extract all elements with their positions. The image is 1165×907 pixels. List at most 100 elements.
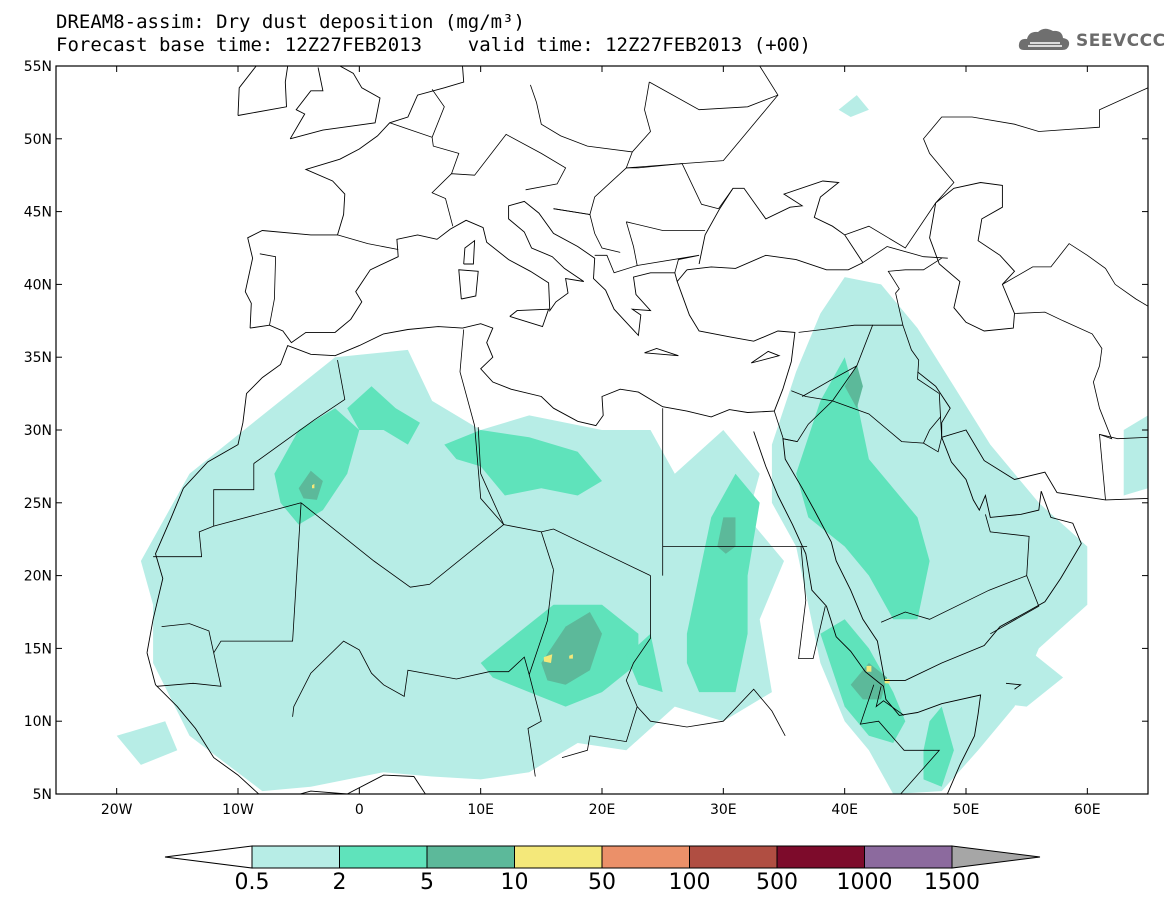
- border-19: [832, 324, 903, 402]
- dust-level-4-area-22: [312, 483, 315, 489]
- coastline-15: [917, 371, 951, 438]
- lat-tick-label: 45N: [24, 205, 52, 221]
- dust-level-3-area-15: [298, 470, 323, 500]
- coastline-22: [1005, 682, 1022, 690]
- lon-tick-label: 20W: [101, 802, 133, 818]
- colorbar-swatch: [864, 845, 953, 869]
- border-47: [1002, 243, 1148, 307]
- border-8: [292, 569, 554, 717]
- colorbar-swatch: [426, 845, 515, 869]
- colorbar-label: 10: [500, 870, 529, 895]
- dust-level-1-area-5: [116, 721, 178, 765]
- border-50: [1099, 434, 1148, 440]
- coastline-11: [290, 66, 381, 140]
- coastline-18: [463, 239, 476, 265]
- border-1: [213, 502, 302, 527]
- logo-text: SEEVCCC: [1076, 31, 1165, 51]
- coastline-17: [458, 269, 479, 300]
- dust-level-3-area-17: [717, 517, 736, 554]
- colorbar-label: 100: [668, 870, 711, 895]
- border-21: [802, 365, 857, 397]
- dust-contours: [116, 95, 1148, 794]
- border-40: [625, 151, 683, 169]
- coastline-8: [686, 254, 864, 271]
- colorbar-swatch: [776, 845, 865, 869]
- colorbar-label: 1500: [924, 870, 980, 895]
- border-35: [389, 122, 460, 174]
- lon-tick-label: 40E: [831, 802, 858, 818]
- border-37: [259, 253, 277, 326]
- dust-level-3-area-19: [850, 663, 888, 700]
- border-49: [902, 325, 941, 417]
- dust-level-2-area-14: [923, 706, 954, 787]
- coastline-13: [237, 66, 289, 116]
- border-25: [985, 514, 1030, 576]
- border-48: [1014, 311, 1113, 500]
- dust-level-2-area-10: [626, 633, 663, 693]
- lat-tick-label: 50N: [24, 132, 52, 148]
- border-23: [923, 415, 943, 444]
- colorbar-left-arrow: [164, 845, 253, 869]
- colorbar: [164, 845, 1041, 869]
- lon-tick-label: 0: [355, 802, 364, 818]
- colorbar-swatch: [251, 845, 340, 869]
- colorbar-label: 2: [332, 870, 347, 895]
- colorbar-swatch: [601, 845, 690, 869]
- border-46: [923, 87, 1148, 204]
- border-3: [459, 329, 505, 525]
- border-28: [887, 257, 942, 326]
- border-15: [636, 688, 786, 736]
- coastline-2: [753, 431, 982, 794]
- border-51: [782, 438, 798, 442]
- border-26: [875, 686, 905, 716]
- colorbar-label: 5: [420, 870, 434, 895]
- border-44: [862, 246, 948, 263]
- coastline-9: [698, 180, 864, 265]
- colorbar-swatch: [339, 845, 428, 869]
- dust-level-2-area-8: [444, 430, 602, 496]
- lon-tick-label: 60E: [1074, 802, 1101, 818]
- border-30: [625, 221, 638, 266]
- coastline-20: [644, 348, 679, 357]
- border-22: [832, 400, 943, 453]
- border-45: [844, 202, 937, 249]
- coastlines-borders: [146, 66, 1148, 794]
- border-24: [880, 575, 1040, 635]
- border-14: [213, 502, 302, 654]
- colorbar-swatch: [689, 845, 778, 869]
- dust-level-2-area-6: [274, 408, 360, 525]
- border-12: [161, 623, 215, 653]
- border-32: [553, 163, 719, 215]
- coastline-21: [750, 350, 781, 364]
- border-20: [798, 324, 873, 333]
- border-11: [527, 674, 542, 777]
- dust-level-4-area-21: [569, 654, 573, 659]
- coastline-16: [676, 269, 688, 282]
- coastline-14: [237, 66, 257, 116]
- dust-level-3-area-18: [844, 364, 863, 409]
- border-5: [477, 427, 505, 525]
- longitude-ticks: 20W 10W 0 10E 20E 30E 40E 50E 60E: [101, 66, 1101, 818]
- lat-tick-label: 40N: [24, 277, 52, 293]
- cloud-logo-icon: [1018, 28, 1070, 50]
- lon-tick-label: 30E: [710, 802, 737, 818]
- border-42: [682, 94, 779, 164]
- border-13: [156, 652, 222, 687]
- latitude-ticks: 5N 10N 15N 20N 25N 30N 35N 40N 45N 50N 55N: [24, 59, 1148, 803]
- border-38: [431, 89, 445, 138]
- coastline-5: [941, 429, 1148, 501]
- lat-tick-label: 10N: [24, 714, 52, 730]
- coastline-12: [289, 67, 324, 140]
- coastline-6: [244, 66, 465, 329]
- dust-level-1-area-4: [838, 95, 869, 117]
- lat-tick-label: 30N: [24, 423, 52, 439]
- border-17: [773, 410, 784, 438]
- lat-tick-label: 20N: [24, 569, 52, 585]
- border-2: [253, 360, 346, 464]
- coastline-7: [250, 200, 678, 344]
- lat-tick-label: 5N: [33, 787, 52, 803]
- border-27: [859, 684, 941, 794]
- colorbar-label: 1000: [836, 870, 893, 895]
- colorbar-right-arrow: [951, 845, 1041, 869]
